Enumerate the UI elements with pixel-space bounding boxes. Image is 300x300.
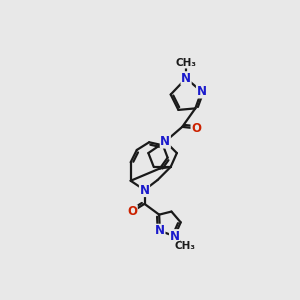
Text: N: N — [140, 184, 149, 196]
Text: CH₃: CH₃ — [176, 58, 197, 68]
Text: N: N — [169, 230, 179, 243]
Text: N: N — [196, 85, 206, 98]
Text: N: N — [181, 72, 191, 85]
Text: O: O — [191, 122, 201, 135]
Text: N: N — [160, 135, 170, 148]
Text: N: N — [155, 224, 165, 237]
Text: CH₃: CH₃ — [174, 241, 195, 251]
Text: O: O — [127, 205, 137, 218]
